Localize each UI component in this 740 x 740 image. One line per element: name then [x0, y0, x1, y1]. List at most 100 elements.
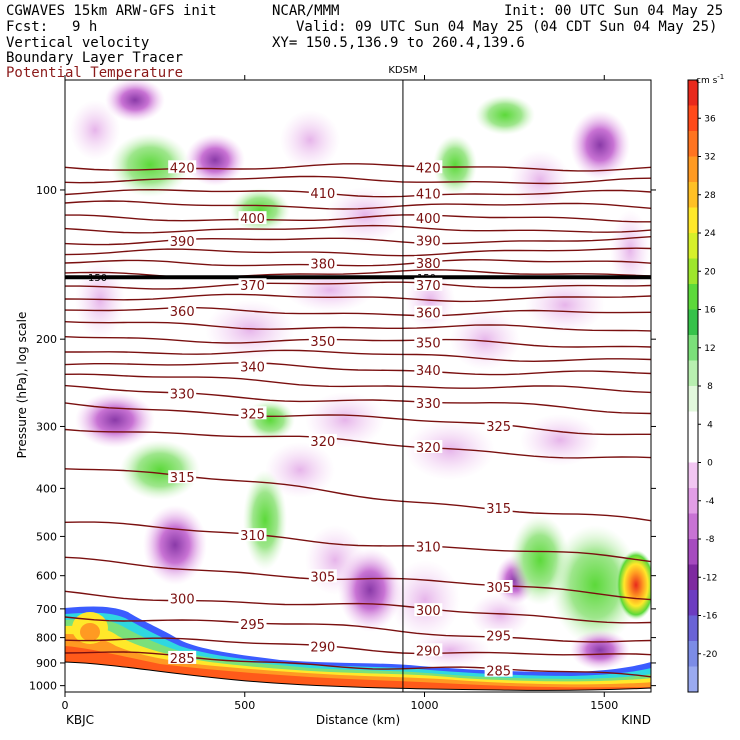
theta-label-bg [238, 528, 267, 542]
colorbar-swatch [688, 411, 698, 438]
colorbar-unit: cm s-1 [696, 73, 724, 86]
field-potential-temperature: Potential Temperature [6, 65, 184, 81]
colorbar-tick-label: 20 [704, 267, 716, 277]
theta-contour-380 [65, 258, 651, 267]
theta-label-bg [414, 643, 443, 657]
colorbar-swatch [688, 666, 698, 693]
colorbar-tick-label: 24 [704, 229, 716, 239]
x-tick-label: 0 [62, 699, 69, 712]
theta-label-bg [168, 650, 197, 664]
theta-label-315: 315 [170, 471, 195, 486]
y-tick-label: 1000 [29, 680, 57, 693]
colorbar-swatch [688, 105, 698, 132]
colorbar-swatch [688, 513, 698, 540]
theta-contour-305 [65, 556, 651, 601]
theta-contour-420 [65, 163, 651, 172]
theta-label-390: 390 [416, 234, 441, 249]
theta-label-300: 300 [416, 604, 441, 619]
theta-label-310: 310 [416, 540, 441, 555]
model-title: CGWAVES 15km ARW-GFS init [6, 3, 217, 19]
theta-label-bg [168, 304, 197, 318]
theta-contour-405 [65, 200, 651, 210]
colorbar-swatch [688, 233, 698, 259]
theta-label-290: 290 [310, 641, 335, 656]
theta-label-bg [308, 186, 337, 200]
theta-label-295: 295 [240, 618, 265, 633]
colorbar-swatch [688, 539, 698, 565]
theta-label-bg [168, 386, 197, 400]
theta-contour-300 [65, 590, 651, 624]
colorbar-swatch [688, 641, 698, 667]
y-tick-label: 200 [36, 333, 57, 346]
theta-label-bg [308, 639, 337, 653]
theta-label-bg [414, 277, 443, 291]
theta-contour-325 [65, 402, 651, 436]
tropopause-label-left: 150 [88, 273, 107, 284]
field-bl-tracer: Boundary Layer Tracer [6, 50, 184, 66]
right-station-label: KIND [621, 713, 651, 727]
x-tick-label: 1500 [590, 699, 618, 712]
theta-label-bg [414, 603, 443, 617]
colorbar-tick-label: 16 [704, 306, 716, 316]
theta-contour-340 [65, 362, 651, 376]
colorbar-tick-label: 32 [704, 153, 715, 163]
theta-label-410: 410 [310, 187, 335, 202]
y-axis-label: Pressure (hPa), log scale [15, 312, 29, 459]
fcst-value: 9 h [72, 19, 98, 35]
theta-label-370: 370 [240, 279, 265, 294]
y-tick-label: 600 [36, 570, 57, 583]
theta-contour-370 [65, 281, 651, 290]
potential-temperature-contours [65, 163, 651, 678]
colorbar-tick-label: -12 [703, 573, 718, 583]
theta-label-320: 320 [310, 435, 335, 450]
colorbar-tick-label: 4 [707, 420, 713, 430]
theta-contour-315 [65, 468, 651, 522]
left-station-label: KBJC [66, 713, 94, 727]
theta-label-bg [414, 211, 443, 225]
colorbar-swatch [688, 80, 698, 106]
theta-contour-330 [65, 384, 651, 415]
colorbar-swatch [688, 131, 698, 157]
fcst-label: Fcst: [6, 19, 49, 35]
colorbar-tick-label: 8 [707, 382, 713, 392]
theta-contour-415 [65, 175, 651, 185]
org-label: NCAR/MMM [272, 3, 340, 19]
contour-labels: 420 420 410 410 400 400 390 390 380 380 370 370 360 3… [168, 160, 513, 680]
colorbar-swatch [688, 564, 698, 591]
theta-label-305: 305 [310, 570, 335, 585]
theta-label-325: 325 [240, 407, 265, 422]
colorbar-swatch [688, 284, 698, 310]
theta-contour-320 [65, 428, 651, 459]
theta-contour-350 [65, 336, 651, 348]
valid-time: Valid: 09 UTC Sun 04 May 25 (04 CDT Sun … [296, 19, 718, 35]
theta-label-360: 360 [170, 305, 195, 320]
theta-contour-345 [65, 349, 651, 363]
colorbar-swatch [688, 386, 698, 412]
colorbar-swatch [688, 258, 698, 285]
colorbar-unit-text: cm s [696, 76, 718, 86]
colorbar-tick-label: 12 [704, 344, 715, 354]
x-axis-label: Distance (km) [316, 713, 400, 727]
theta-label-300: 300 [170, 592, 195, 607]
theta-label-380: 380 [416, 257, 441, 272]
theta-label-bg [168, 234, 197, 248]
colorbar-swatch [688, 360, 698, 387]
theta-contour-335 [65, 373, 651, 394]
colorbar-unit-sup: -1 [717, 73, 724, 81]
theta-label-340: 340 [240, 361, 265, 376]
kdsm-label: KDSM [388, 65, 417, 76]
theta-label-bg [484, 579, 513, 593]
theta-label-330: 330 [170, 387, 195, 402]
colorbar: 36 32 28 24 20 16 12 8 4 0 -4 -8 -12 -16 -20 [687, 79, 718, 693]
y-tick-label: 100 [36, 184, 57, 197]
y-tick-label: 900 [36, 657, 57, 670]
init-time: Init: 00 UTC Sun 04 May 25 [504, 3, 724, 19]
theta-label-360: 360 [416, 307, 441, 322]
colorbar-swatch [688, 462, 698, 489]
theta-label-350: 350 [310, 335, 335, 350]
colorbar-swatch [688, 309, 698, 336]
theta-label-bg [308, 256, 337, 270]
theta-contour-310 [65, 521, 651, 563]
y-tick-label: 800 [36, 632, 57, 645]
